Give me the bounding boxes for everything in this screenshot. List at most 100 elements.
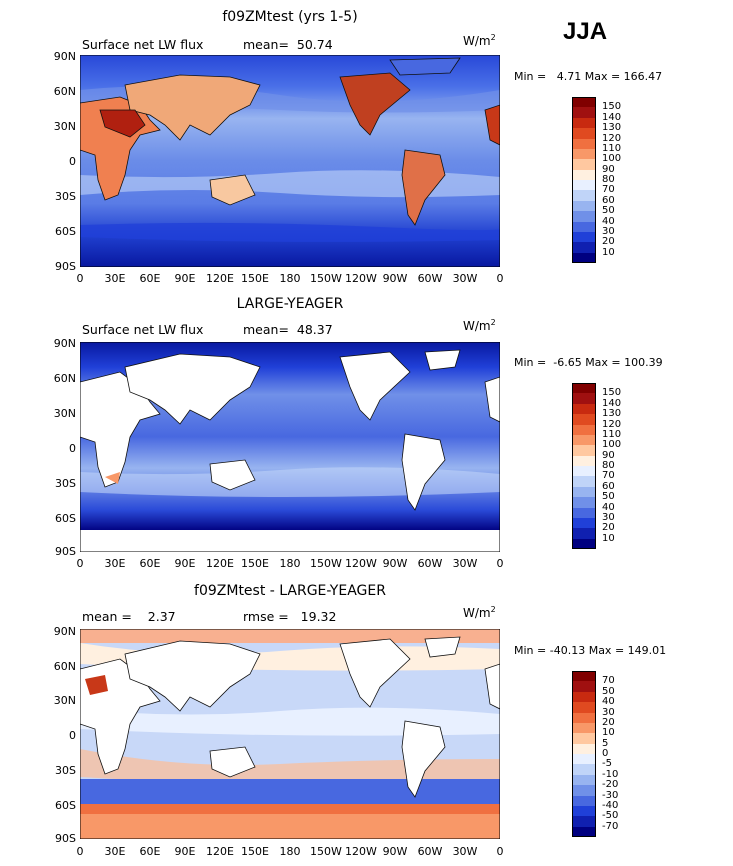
colorbar-label: 130 (602, 408, 622, 420)
colorbar-swatch (572, 538, 596, 550)
colorbar-label: 50 (602, 491, 615, 503)
lon-tick: 0 (76, 272, 84, 285)
colorbar-label: 50 (602, 205, 615, 217)
lon-tick: 60W (417, 845, 443, 858)
colorbar-swatch (572, 681, 596, 693)
lon-tick: 60W (417, 557, 443, 570)
panel-1-units: W/m2 (463, 33, 496, 48)
lat-tick: 30N (53, 120, 76, 133)
colorbar-swatch (572, 754, 596, 765)
colorbar-swatch (572, 671, 596, 682)
lon-tick: 180 (279, 557, 301, 570)
colorbar-swatch (572, 211, 596, 222)
panel-2-land (80, 349, 500, 511)
colorbar-label: 150 (602, 101, 622, 113)
colorbar-swatch (572, 138, 596, 150)
lon-tick: 0 (496, 845, 504, 858)
lat-tick: 90S (55, 260, 76, 273)
colorbar-swatch (572, 691, 596, 703)
panel-3-mean: mean = 2.37 (82, 609, 176, 624)
colorbar-swatch (572, 455, 596, 467)
colorbar-label: 10 (602, 532, 615, 544)
colorbar-label: 10 (602, 246, 615, 258)
lon-tick: 30W (452, 272, 478, 285)
colorbar-label: -5 (602, 758, 612, 770)
colorbar-swatch (572, 190, 596, 202)
colorbar-label: 90 (602, 449, 615, 461)
colorbar-swatch (572, 816, 596, 827)
colorbar-label: 60 (602, 480, 615, 492)
lon-tick: 120W (345, 845, 377, 858)
colorbar-label: 60 (602, 194, 615, 206)
colorbar-swatch (572, 466, 596, 477)
lat-tick: 60N (53, 85, 76, 98)
lat-tick: 60N (53, 372, 76, 385)
panel-1-minmax: Min = 4.71 Max = 166.47 (514, 70, 663, 83)
colorbar-label: 30 (602, 511, 615, 523)
colorbar-label: 70 (602, 470, 615, 482)
lat-tick: 0 (69, 155, 76, 168)
panel-1-mean: mean= 50.74 (243, 37, 333, 52)
lon-tick: 150E (241, 272, 269, 285)
panel-2-variable: Surface net LW flux (82, 322, 204, 337)
colorbar-label: 10 (602, 727, 615, 739)
colorbar-swatch (572, 393, 596, 405)
colorbar-label: 70 (602, 184, 615, 196)
colorbar-swatch (572, 180, 596, 191)
lon-tick: 30E (104, 845, 126, 858)
lon-tick: 0 (496, 557, 504, 570)
colorbar-label: 130 (602, 122, 622, 134)
colorbar-label: 0 (602, 748, 609, 759)
colorbar-label: 150 (602, 387, 622, 399)
colorbar-swatch (572, 221, 596, 233)
lon-tick: 150W (310, 557, 342, 570)
lat-tick: 90N (53, 625, 76, 638)
colorbar-label: -70 (602, 820, 619, 832)
panel-1-variable: Surface net LW flux (82, 37, 204, 52)
lon-tick: 120E (206, 845, 234, 858)
colorbar-swatch (572, 826, 596, 838)
panel-1-land (80, 57, 500, 226)
panel-1-map (80, 55, 500, 267)
panel-2-map (80, 342, 500, 552)
colorbar-label: 100 (602, 439, 622, 451)
colorbar-label: 80 (602, 174, 615, 185)
colorbar-swatch (572, 231, 596, 243)
lon-tick: 90W (382, 845, 408, 858)
colorbar-label: 100 (602, 153, 622, 165)
colorbar-label: 110 (602, 428, 622, 440)
lat-tick: 30N (53, 694, 76, 707)
colorbar-swatch (572, 774, 596, 786)
panel-2-minmax: Min = -6.65 Max = 100.39 (514, 356, 663, 369)
panel-3-title: f09ZMtest - LARGE-YEAGER (194, 583, 386, 599)
panel-3-rmse: rmse = 19.32 (243, 609, 337, 624)
lon-tick: 0 (76, 845, 84, 858)
panel-3-map (80, 629, 500, 839)
lon-tick: 150W (310, 272, 342, 285)
colorbar-swatch (572, 424, 596, 436)
lon-tick: 30E (104, 272, 126, 285)
lon-tick: 60E (139, 845, 161, 858)
lon-tick: 0 (76, 557, 84, 570)
lat-tick: 30N (53, 407, 76, 420)
lon-tick: 90W (382, 272, 408, 285)
panel-2-units: W/m2 (463, 318, 496, 333)
colorbar-label: 80 (602, 460, 615, 471)
lon-tick: 150E (241, 557, 269, 570)
lat-tick: 90S (55, 832, 76, 845)
lat-tick: 0 (69, 442, 76, 455)
colorbar-swatch (572, 445, 596, 456)
colorbar-swatch (572, 97, 596, 108)
lat-tick: 60S (55, 799, 76, 812)
lon-tick: 120E (206, 272, 234, 285)
colorbar-swatch (572, 733, 596, 744)
panel-1-title: f09ZMtest (yrs 1-5) (222, 9, 358, 25)
lat-tick: 30S (55, 764, 76, 777)
lat-tick: 30S (55, 477, 76, 490)
lat-tick: 90N (53, 337, 76, 350)
lon-tick: 90E (174, 272, 196, 285)
colorbar-swatch (572, 128, 596, 139)
panel-3-units: W/m2 (463, 605, 496, 620)
panel-3-colorbar (572, 671, 596, 838)
lat-tick: 90N (53, 50, 76, 63)
